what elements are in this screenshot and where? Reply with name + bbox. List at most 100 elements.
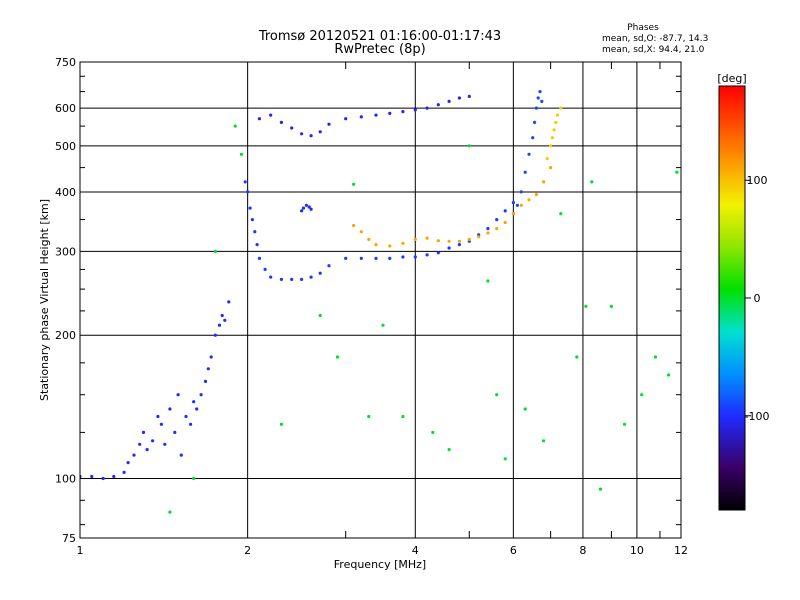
data-point bbox=[101, 476, 105, 481]
data-point bbox=[523, 170, 527, 174]
data-point bbox=[192, 476, 196, 481]
x-tick-label: 8 bbox=[579, 544, 586, 557]
data-point bbox=[495, 227, 499, 231]
data-point bbox=[290, 277, 294, 281]
data-point bbox=[233, 124, 237, 128]
data-point bbox=[457, 243, 461, 247]
data-point bbox=[246, 190, 250, 194]
data-point bbox=[318, 130, 322, 134]
data-point bbox=[344, 256, 348, 260]
data-point bbox=[523, 407, 527, 411]
data-point bbox=[199, 393, 203, 397]
data-point bbox=[552, 128, 556, 132]
data-point bbox=[653, 355, 658, 359]
colorbar-label: [deg] bbox=[717, 72, 746, 85]
y-tick-label: 200 bbox=[55, 329, 76, 342]
colorbar-tick-label: 0 bbox=[754, 292, 761, 305]
chart-subtitle: RwPretec (8p) bbox=[334, 42, 425, 57]
data-point bbox=[184, 414, 188, 419]
data-point bbox=[467, 94, 471, 98]
data-point bbox=[327, 264, 331, 268]
data-point bbox=[559, 212, 563, 216]
data-point bbox=[495, 218, 499, 222]
data-point bbox=[367, 414, 371, 419]
x-tick-label: 1 bbox=[77, 544, 84, 557]
data-point bbox=[145, 448, 149, 452]
data-point bbox=[413, 255, 417, 259]
data-point bbox=[213, 333, 217, 337]
data-point bbox=[374, 243, 378, 247]
x-tick-labels: 1 2 4 6 8 10 12 bbox=[77, 544, 689, 557]
data-point bbox=[156, 414, 160, 419]
data-point bbox=[141, 430, 146, 434]
x-axis-label: Frequency [MHz] bbox=[334, 558, 426, 571]
data-point bbox=[359, 230, 363, 234]
data-point bbox=[257, 117, 261, 121]
data-point bbox=[168, 510, 172, 514]
data-point bbox=[555, 113, 560, 117]
data-point bbox=[138, 442, 142, 446]
data-point bbox=[263, 267, 267, 271]
phases-heading: Phases bbox=[627, 23, 659, 33]
data-point bbox=[401, 255, 405, 259]
data-point bbox=[545, 157, 549, 161]
data-point bbox=[176, 393, 180, 397]
data-point bbox=[213, 249, 217, 253]
data-point bbox=[243, 180, 247, 184]
data-point bbox=[352, 223, 356, 228]
data-point bbox=[447, 99, 451, 103]
data-point bbox=[590, 180, 594, 184]
data-point bbox=[533, 120, 537, 124]
data-point bbox=[173, 430, 177, 434]
data-point bbox=[554, 120, 558, 124]
data-point bbox=[269, 113, 273, 117]
data-point bbox=[300, 209, 304, 213]
data-point bbox=[269, 275, 273, 279]
data-point bbox=[640, 393, 644, 397]
y-tick-label: 300 bbox=[55, 245, 76, 258]
data-point bbox=[159, 422, 163, 426]
data-point bbox=[622, 422, 627, 426]
data-point bbox=[279, 277, 283, 281]
y-axis-label: Stationary phase Virtual Height [km] bbox=[38, 199, 51, 401]
data-point bbox=[250, 218, 254, 222]
data-point bbox=[503, 220, 507, 225]
colorbar bbox=[718, 85, 746, 511]
data-point bbox=[335, 355, 340, 359]
data-point bbox=[519, 190, 523, 194]
data-point bbox=[309, 207, 313, 211]
data-point bbox=[495, 393, 499, 397]
minor-ticks bbox=[80, 62, 681, 538]
data-point bbox=[381, 323, 385, 327]
data-point bbox=[549, 166, 553, 170]
data-point bbox=[425, 236, 429, 240]
data-point bbox=[209, 355, 213, 359]
phases-x-stats: mean, sd,X: 94.4, 21.0 bbox=[602, 45, 705, 55]
data-point bbox=[447, 239, 451, 243]
data-point bbox=[401, 241, 405, 245]
data-point bbox=[527, 152, 531, 156]
data-point bbox=[359, 115, 363, 119]
data-point bbox=[352, 182, 356, 186]
x-tick-label: 12 bbox=[674, 544, 688, 557]
data-point bbox=[126, 461, 130, 465]
data-point bbox=[609, 304, 614, 308]
colorbar-tick-label: 100 bbox=[747, 174, 768, 187]
data-point bbox=[511, 201, 515, 205]
data-point bbox=[388, 244, 392, 248]
data-point bbox=[436, 251, 440, 255]
data-point bbox=[457, 239, 461, 243]
data-point bbox=[388, 111, 392, 115]
data-point bbox=[401, 414, 405, 419]
data-point bbox=[431, 430, 435, 434]
plot-frame bbox=[79, 61, 682, 539]
data-point bbox=[300, 132, 304, 136]
data-point bbox=[477, 235, 481, 239]
data-point bbox=[511, 212, 515, 216]
data-point bbox=[425, 253, 429, 257]
y-tick-label: 400 bbox=[55, 186, 76, 199]
data-point bbox=[344, 117, 348, 121]
data-point bbox=[327, 122, 331, 126]
data-point bbox=[239, 152, 244, 156]
